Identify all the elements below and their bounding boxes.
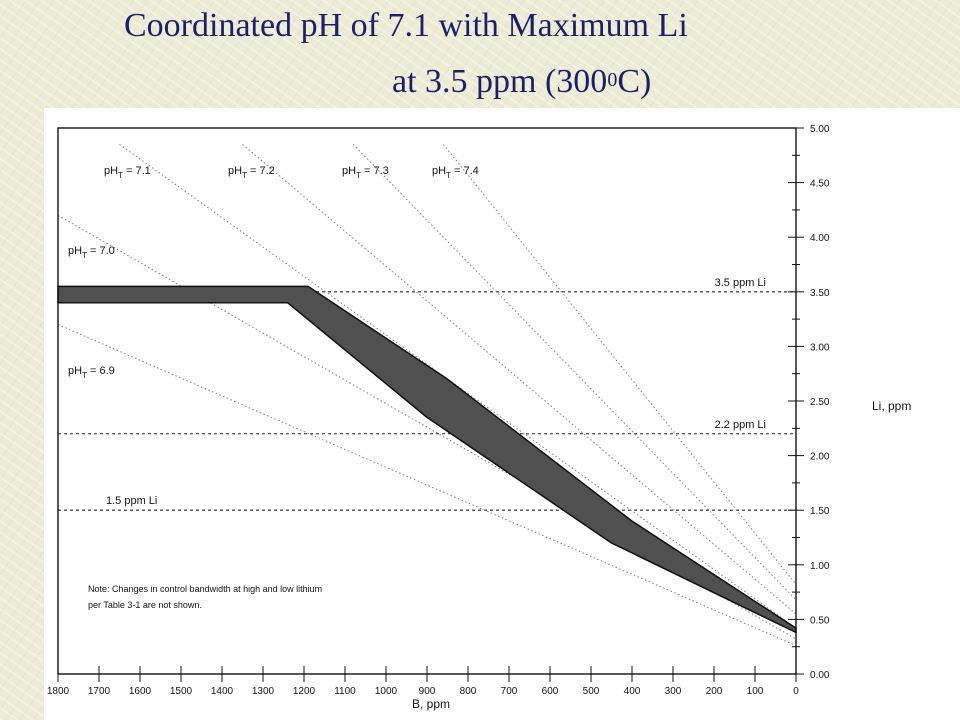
x-axis-ticks: 1800 1700 1600 1500 1400 1300 1200 1100 1000 900 8… [47, 666, 799, 697]
y-tick-label: 3.00 [810, 342, 830, 353]
title-line-2-end: C) [617, 63, 652, 100]
ph-label-subscript: T [242, 171, 247, 180]
x-tick-label: 1600 [129, 686, 152, 697]
ph-label-value: = 7.0 [87, 245, 115, 257]
ph-line-label: pHT = 7.4 [432, 165, 479, 180]
x-tick-label: 600 [542, 686, 559, 697]
control-band-layer [57, 285, 797, 634]
x-tick-label: 100 [747, 686, 764, 697]
y-tick-label: 4.50 [810, 179, 830, 190]
y-tick-label: 3.50 [810, 288, 830, 299]
chart-panel: 3.5 ppm Li 2.2 ppm Li 1.5 ppm Li pHT = 6.9… [44, 108, 960, 720]
title-line-2: at 3.5 ppm (3000C) [392, 60, 651, 104]
ph-label-subscript: T [82, 371, 87, 380]
reference-line-label: 2.2 ppm Li [715, 419, 766, 431]
ph-label-value: = 6.9 [87, 365, 115, 377]
ph-label-main: pH [228, 165, 242, 177]
y-tick-label: 5.00 [810, 124, 830, 135]
x-tick-label: 1700 [88, 686, 111, 697]
y-tick-label: 1.50 [810, 506, 830, 517]
y-tick-label: 1.00 [810, 561, 830, 572]
ph-label-main: pH [68, 365, 82, 377]
y-tick-label: 2.00 [810, 452, 830, 463]
y-tick-label: 2.50 [810, 397, 830, 408]
ph-line [352, 144, 797, 601]
title-superscript: 0 [607, 69, 618, 91]
ph-line [242, 143, 797, 615]
reference-line-label: 1.5 ppm Li [106, 495, 157, 507]
y-tick-label: 4.00 [810, 233, 830, 244]
ph-label-value: = 7.4 [451, 165, 479, 177]
x-tick-label: 1100 [334, 686, 356, 697]
y-tick-label: 0.00 [810, 670, 830, 681]
y-axis-label: Li, ppm [872, 399, 911, 413]
x-tick-label: 1200 [293, 686, 316, 697]
x-tick-label: 700 [501, 686, 518, 697]
control-band [57, 285, 797, 634]
ph-line-label: pHT = 6.9 [68, 365, 115, 380]
li-vs-boron-chart: 3.5 ppm Li2.2 ppm Li1.5 ppm Li pHT = 6.9… [47, 124, 911, 711]
x-tick-label: 800 [460, 686, 477, 697]
x-tick-label: 400 [624, 686, 641, 697]
ph-label-value: = 7.1 [123, 165, 151, 177]
x-tick-label: 900 [419, 686, 436, 697]
ph-label-subscript: T [356, 171, 361, 180]
ph-label-main: pH [104, 165, 118, 177]
x-tick-label: 1800 [47, 686, 70, 697]
x-tick-label: 0 [793, 686, 799, 697]
x-tick-label: 1400 [211, 686, 234, 697]
ph-label-subscript: T [446, 171, 451, 180]
title-line-2-main: at 3.5 ppm (300 [392, 63, 608, 100]
ph-line-label: pHT = 7.2 [228, 165, 275, 180]
x-tick-label: 200 [706, 686, 723, 697]
x-axis-label: B, ppm [412, 697, 450, 711]
ph-label-subscript: T [82, 251, 87, 260]
title-line-1: Coordinated pH of 7.1 with Maximum Li [124, 7, 688, 44]
ph-line-label: pHT = 7.1 [104, 165, 151, 180]
reference-line-label: 3.5 ppm Li [715, 277, 766, 289]
ph-label-subscript: T [118, 171, 123, 180]
x-tick-label: 500 [583, 686, 600, 697]
x-tick-label: 1500 [170, 686, 193, 697]
ph-line-label: pHT = 7.3 [342, 165, 389, 180]
ph-label-main: pH [68, 245, 82, 257]
y-tick-label: 0.50 [810, 615, 830, 626]
y-axis-ticks: 0.00 0.50 1.00 1.50 2.00 2.50 3.00 3.50 4.00 4.50… [788, 124, 830, 681]
ph-label-main: pH [342, 165, 356, 177]
reference-lines: 3.5 ppm Li 2.2 ppm Li 1.5 ppm Li [58, 277, 796, 511]
ph-line [119, 143, 797, 629]
ph-line-label: pHT = 7.0 [68, 245, 115, 260]
ph-label-main: pH [432, 165, 446, 177]
x-tick-label: 1300 [252, 686, 275, 697]
chart-note-line-1: Note: Changes in control bandwidth at hi… [88, 584, 322, 594]
x-tick-label: 1000 [375, 686, 398, 697]
ph-label-value: = 7.3 [361, 165, 389, 177]
chart-labels: B, ppm Li, ppm Note: Changes in control … [88, 399, 911, 711]
x-tick-label: 300 [665, 686, 682, 697]
ph-label-value: = 7.2 [247, 165, 275, 177]
chart-note-line-2: per Table 3-1 are not shown. [88, 600, 202, 610]
